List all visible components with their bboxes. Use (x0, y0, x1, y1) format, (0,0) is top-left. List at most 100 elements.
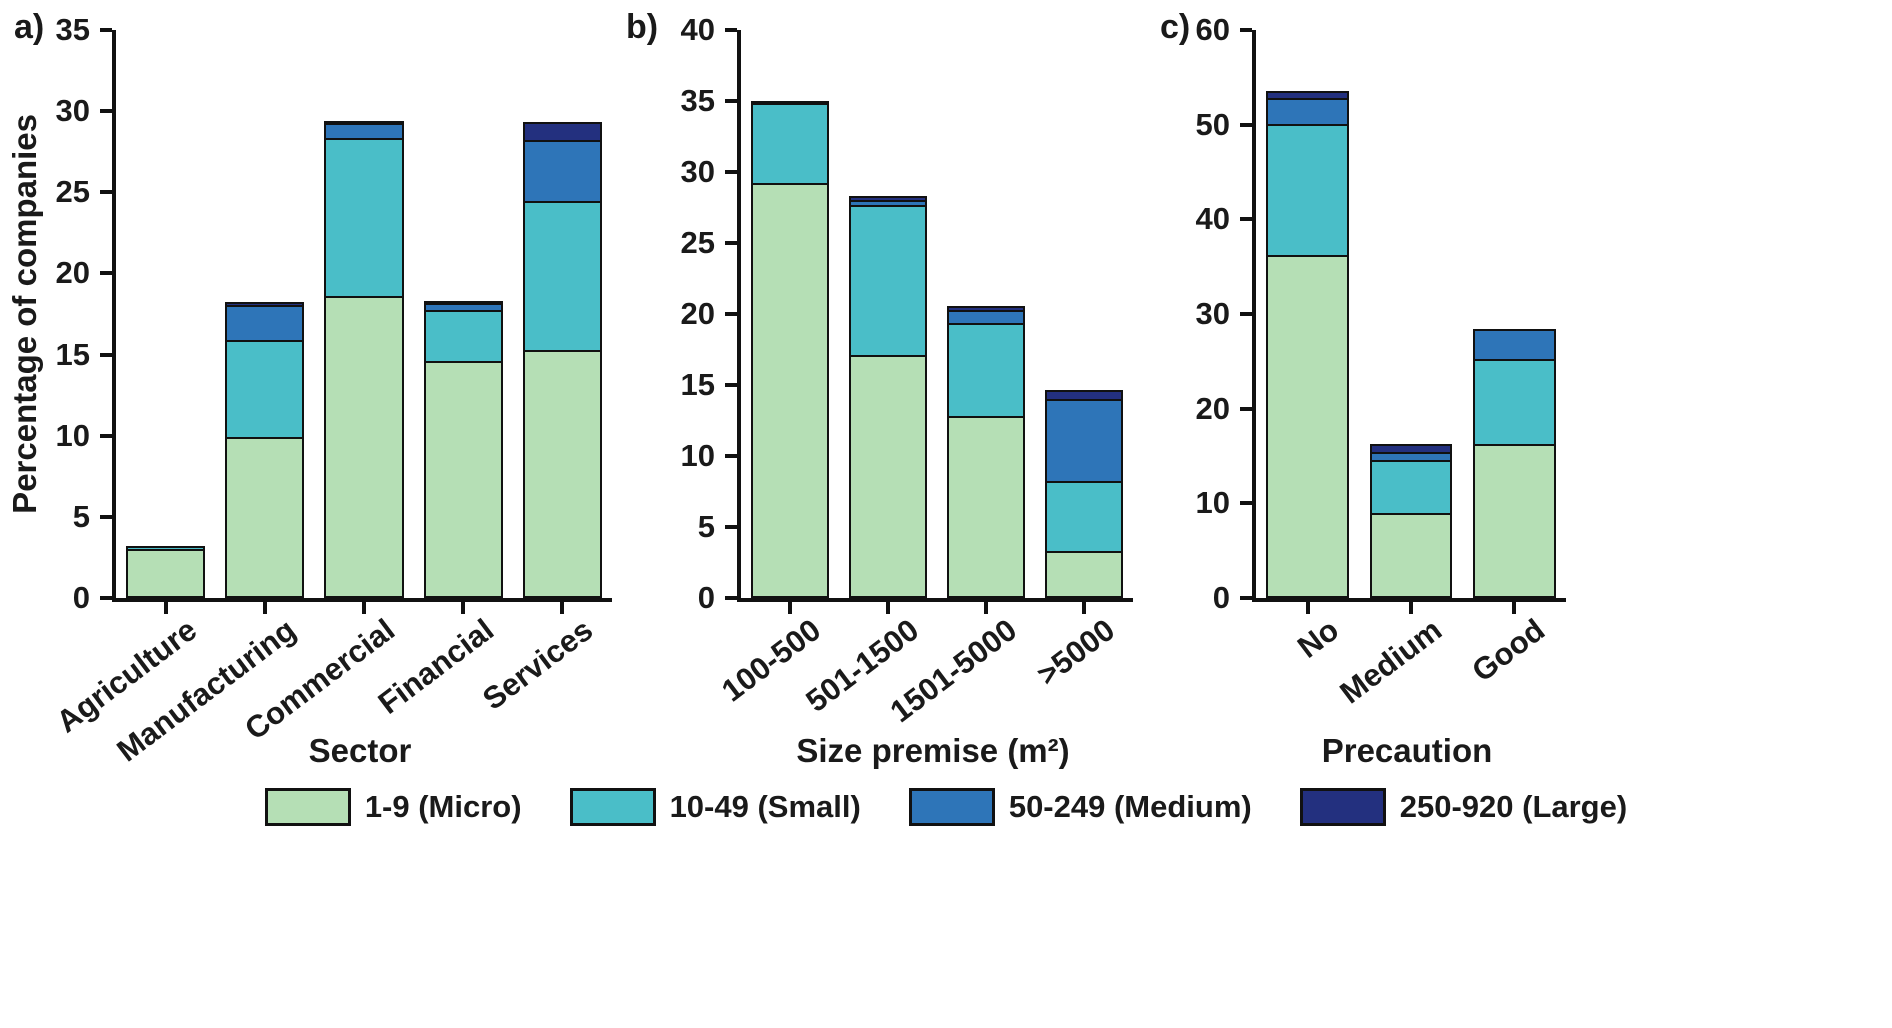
bar-segment (1044, 551, 1124, 598)
y-tick-label: 30 (680, 154, 715, 189)
y-tick-mark (725, 596, 737, 600)
legend-swatch (569, 788, 656, 826)
plot-area-size-premise: 0 5 10 15 20 25 30 35 40 100-500 501-1500 1501-5000… (681, 12, 1133, 729)
y-tick-mark (100, 190, 112, 195)
y-tick-label: 30 (1195, 296, 1230, 331)
bar-segment (522, 349, 603, 598)
y-tick-mark (1240, 406, 1252, 411)
legend-item: 250-920 (Large) (1299, 788, 1628, 826)
legend-label: 10-49 (Small) (669, 789, 861, 824)
x-tick-mark (362, 602, 366, 614)
y-tick-mark (725, 312, 737, 316)
y-tick-label: 15 (55, 336, 90, 372)
y-tick-label: 5 (72, 498, 90, 534)
y-tick-label: 40 (1195, 201, 1230, 237)
x-tick-mark (1082, 602, 1086, 614)
x-axis-title-size-premise: Size premise (m²) (796, 732, 1070, 769)
x-tick-mark (1512, 602, 1517, 614)
bar-segment (1044, 480, 1124, 554)
panel-label-c: c) (1160, 8, 1191, 46)
bar-stack (522, 122, 603, 598)
bar-stack (1044, 389, 1124, 598)
bar-segment (946, 416, 1026, 598)
bar-segment (423, 309, 503, 364)
bar-segment (522, 200, 603, 352)
y-tick-mark (725, 454, 737, 458)
bar-stack (946, 305, 1026, 598)
legend-item: 10-49 (Small) (569, 788, 861, 826)
x-tick-mark (1305, 602, 1310, 614)
y-tick-mark (100, 514, 112, 519)
y-tick-label: 35 (55, 12, 90, 47)
y-tick-label: 15 (680, 367, 715, 402)
y-tick-label: 30 (55, 93, 90, 129)
legend-swatch (1299, 788, 1386, 826)
y-tick-mark (725, 383, 737, 387)
bar-segment (225, 437, 305, 598)
y-tick-mark (1240, 28, 1252, 32)
y-tick-label: 0 (72, 580, 90, 615)
y-tick-label: 10 (1195, 485, 1230, 521)
legend-item: 1-9 (Micro) (264, 788, 522, 826)
bar-segment (750, 183, 830, 598)
x-tick-label: Good (1465, 612, 1552, 689)
y-tick-label: 60 (1195, 12, 1230, 47)
y-tick-mark (1240, 501, 1252, 506)
bar-stack (848, 196, 928, 598)
bar-segment (946, 323, 1026, 419)
y-tick-mark (725, 241, 737, 245)
bar-segment (1473, 358, 1556, 446)
bar-stack (1266, 90, 1349, 598)
y-tick-label: 25 (680, 225, 715, 260)
bar-segment (750, 103, 830, 186)
bar-stack (423, 301, 503, 598)
y-tick-mark (100, 28, 112, 32)
x-tick-mark (262, 602, 267, 614)
y-tick-label: 20 (680, 296, 715, 331)
y-tick-mark (1240, 217, 1252, 222)
bar-segment (1044, 398, 1124, 483)
bar-stack (1369, 444, 1453, 598)
x-tick-mark (1409, 602, 1413, 614)
legend-label: 50-249 (Medium) (1008, 789, 1252, 824)
x-tick-label: Medium (1333, 612, 1449, 711)
bar-segment (225, 340, 305, 440)
y-tick-label: 50 (1195, 106, 1230, 142)
x-tick-mark (560, 602, 565, 614)
bar-stack (1473, 329, 1556, 598)
y-tick-mark (100, 271, 112, 276)
bar-stack (324, 121, 404, 598)
plot-area-precaution: 0 10 20 30 40 50 60 No Medium Good (1196, 12, 1566, 710)
y-tick-label: 10 (680, 438, 715, 473)
y-tick-mark (725, 99, 737, 103)
y-tick-mark (100, 352, 112, 357)
bar-segment (1266, 98, 1349, 126)
x-tick-label: No (1290, 612, 1345, 665)
bar-segment (125, 549, 206, 598)
y-tick-label: 0 (1212, 580, 1230, 615)
panel-label-a: a) (14, 8, 45, 46)
bar-segment (1473, 443, 1556, 598)
bar-segment (324, 137, 404, 299)
y-tick-mark (1240, 312, 1252, 316)
legend-label: 1-9 (Micro) (364, 789, 522, 824)
legend-label: 250-920 (Large) (1399, 789, 1628, 824)
y-tick-mark (100, 433, 112, 438)
bar-segment (522, 139, 603, 203)
bar-segment (423, 361, 503, 598)
bar-segment (1266, 123, 1349, 258)
panel-label-b: b) (626, 8, 659, 46)
x-tick-label: Services (476, 612, 600, 717)
y-tick-label: 20 (55, 255, 90, 291)
y-tick-mark (100, 596, 112, 600)
bar-segment (848, 205, 928, 358)
legend-swatch (264, 788, 351, 826)
x-tick-label: >5000 (1030, 612, 1122, 693)
y-tick-label: 20 (1195, 390, 1230, 426)
x-tick-mark (163, 602, 168, 614)
y-tick-mark (100, 109, 112, 114)
bar-segment (848, 355, 928, 598)
bar-stack (750, 100, 830, 598)
y-tick-label: 0 (697, 580, 715, 615)
y-tick-label: 10 (55, 417, 90, 453)
